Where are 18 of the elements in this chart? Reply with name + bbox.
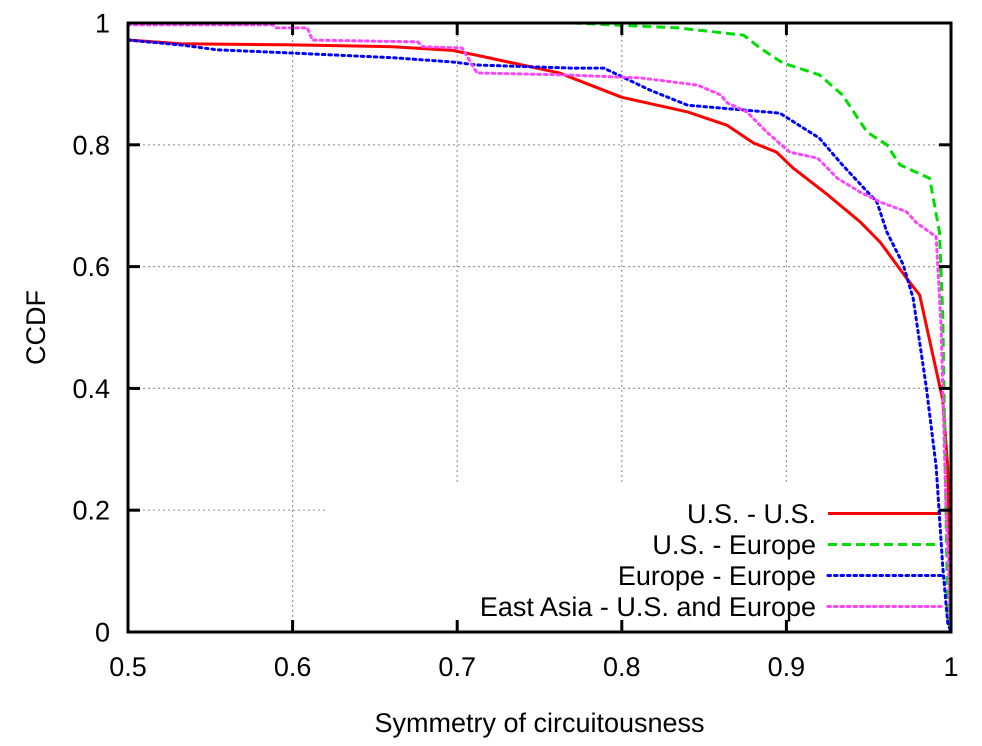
y-tick-label: 0.6 — [72, 252, 110, 282]
y-tick-label: 0.2 — [72, 496, 110, 526]
legend-label: East Asia - U.S. and Europe — [480, 592, 816, 622]
x-tick-label: 0.6 — [274, 652, 312, 682]
legend-label: U.S. - U.S. — [686, 498, 816, 529]
legend-label: U.S. - Europe — [652, 530, 816, 560]
y-axis-title: CCDF — [21, 290, 51, 365]
x-tick-label: 0.5 — [109, 652, 147, 682]
x-tick-label: 0.7 — [438, 652, 476, 682]
y-tick-label: 0.8 — [72, 130, 110, 160]
x-tick-label: 0.9 — [768, 652, 806, 682]
x-axis-title: Symmetry of circuitousness — [374, 708, 705, 738]
y-tick-label: 0.4 — [72, 374, 110, 404]
x-tick-label: 1 — [943, 652, 959, 682]
y-tick-label: 1 — [94, 8, 110, 38]
legend-label: Europe - Europe — [618, 560, 816, 591]
x-tick-label: 0.8 — [603, 652, 641, 682]
y-tick-label: 0 — [94, 617, 110, 648]
